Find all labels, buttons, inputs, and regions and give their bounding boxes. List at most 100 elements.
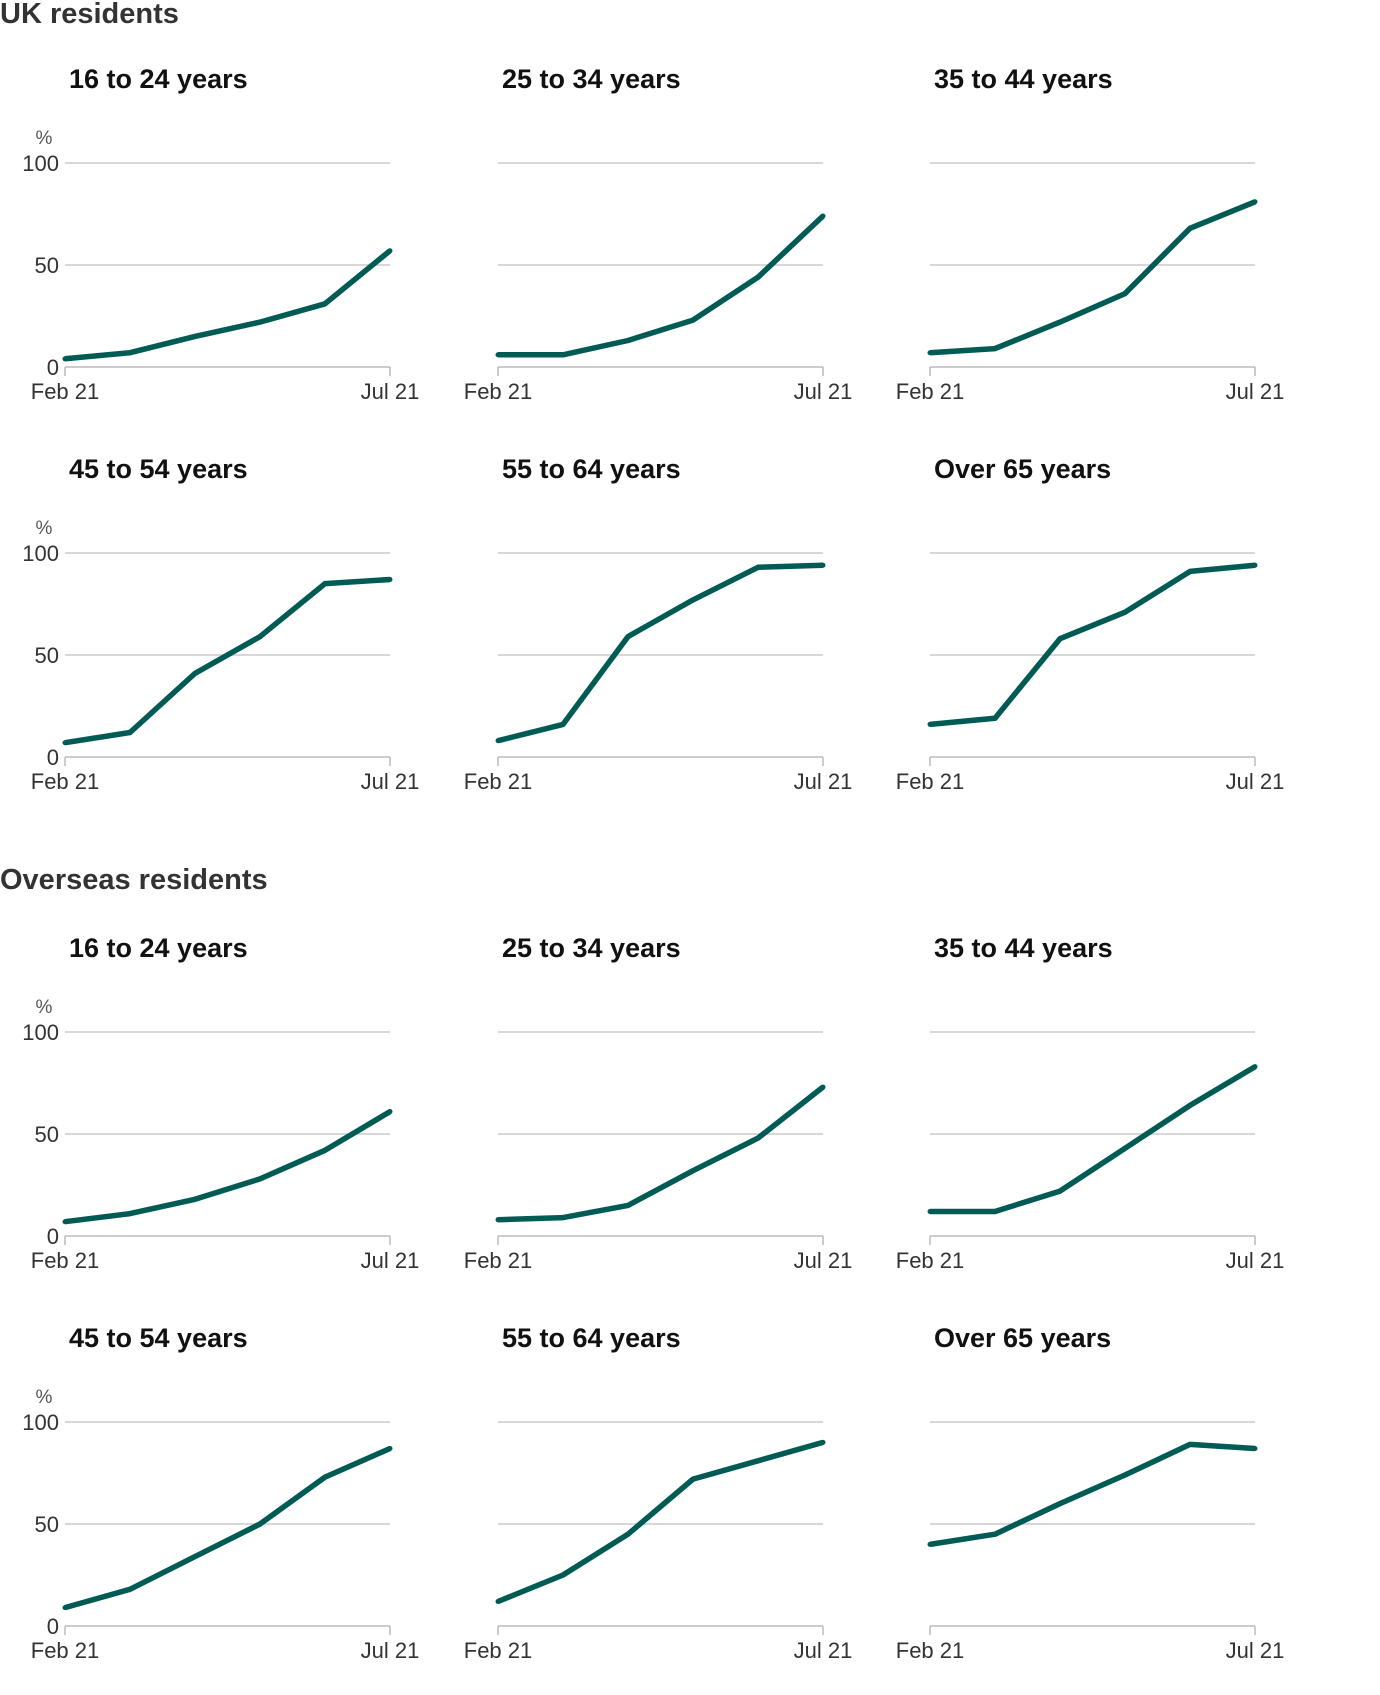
y-tick-label: 0 — [47, 355, 59, 380]
line-chart: 0 50 100% Feb 21 Jul 21 — [22, 128, 420, 404]
series-line — [498, 213, 825, 358]
data-point — [690, 1168, 696, 1174]
y-tick-label: 50 — [35, 253, 59, 278]
data-point — [192, 333, 198, 339]
data-point — [690, 1476, 696, 1482]
x-tick-label-end: Jul 21 — [794, 769, 853, 794]
chart-panel: 25 to 34 years Feb 21 Jul 21 — [433, 46, 865, 436]
data-point — [992, 346, 998, 352]
data-point — [927, 1209, 933, 1215]
data-point — [820, 1084, 826, 1090]
data-point — [625, 1531, 631, 1537]
chart-panel: 35 to 44 years Feb 21 Jul 21 — [865, 915, 1297, 1305]
data-point — [625, 1202, 631, 1208]
x-tick-label-start: Feb 21 — [31, 1248, 100, 1273]
x-tick-label-end: Jul 21 — [361, 1638, 420, 1663]
data-point — [992, 1531, 998, 1537]
line-chart: Feb 21 Jul 21 — [896, 162, 1284, 404]
x-tick-label-start: Feb 21 — [896, 379, 965, 404]
x-tick-label-end: Jul 21 — [794, 1248, 853, 1273]
y-tick-label: 50 — [35, 643, 59, 668]
data-point — [257, 319, 263, 325]
line-chart: Feb 21 Jul 21 — [896, 1421, 1284, 1663]
line-chart: Feb 21 Jul 21 — [464, 1031, 853, 1273]
y-tick-label: 50 — [35, 1122, 59, 1147]
x-tick-label-end: Jul 21 — [361, 379, 420, 404]
data-point — [322, 581, 328, 587]
series-line — [496, 1439, 824, 1605]
data-point — [560, 1572, 566, 1578]
chart-panel: Over 65 years Feb 21 Jul 21 — [865, 436, 1297, 826]
x-tick-label-start: Feb 21 — [464, 1248, 533, 1273]
data-point — [127, 350, 133, 356]
data-point — [257, 1521, 263, 1527]
data-point — [1252, 199, 1258, 205]
data-point — [1057, 1501, 1063, 1507]
data-point — [127, 1586, 133, 1592]
y-tick-label: 0 — [47, 745, 59, 770]
x-tick-label-end: Jul 21 — [1226, 1248, 1285, 1273]
data-point — [560, 1215, 566, 1221]
data-point — [495, 1599, 501, 1605]
panel-title: Over 65 years — [934, 1323, 1112, 1353]
section-title-overseas: Overseas residents — [0, 864, 268, 896]
data-point — [62, 1219, 68, 1225]
data-point — [992, 1209, 998, 1215]
chart-panel: Over 65 years Feb 21 Jul 21 — [865, 1305, 1297, 1695]
data-point — [927, 721, 933, 727]
x-tick-label-end: Jul 21 — [1226, 769, 1285, 794]
x-tick-label-start: Feb 21 — [896, 769, 965, 794]
data-point — [387, 1446, 393, 1452]
data-point — [322, 301, 328, 307]
data-point — [62, 356, 68, 362]
data-point — [1057, 1188, 1063, 1194]
line-chart: 0 50 100% Feb 21 Jul 21 — [22, 1387, 420, 1663]
chart-panel: 45 to 54 years 0 50 100% Feb 21 Jul 21 — [0, 1305, 432, 1695]
data-point — [62, 740, 68, 746]
data-point — [1122, 609, 1128, 615]
data-point — [820, 562, 826, 568]
series-line — [497, 562, 824, 744]
data-point — [62, 1605, 68, 1611]
y-tick-label: 0 — [47, 1614, 59, 1639]
data-point — [1122, 1145, 1128, 1151]
data-point — [690, 597, 696, 603]
panel-title: Over 65 years — [934, 454, 1112, 484]
line-chart: Feb 21 Jul 21 — [464, 162, 852, 404]
chart-panel: 45 to 54 years 0 50 100% Feb 21 Jul 21 — [0, 436, 432, 826]
line-chart: 0 50 100% Feb 21 Jul 21 — [22, 518, 419, 794]
x-tick-label-start: Feb 21 — [31, 379, 100, 404]
y-unit-label: % — [36, 1387, 53, 1408]
panel-title: 55 to 64 years — [502, 1323, 681, 1353]
y-tick-label: 100 — [22, 1410, 59, 1435]
y-tick-label: 100 — [22, 151, 59, 176]
data-point — [127, 730, 133, 736]
data-point — [387, 577, 393, 583]
y-tick-label: 50 — [35, 1512, 59, 1537]
series-line — [929, 1441, 1256, 1548]
data-point — [495, 738, 501, 744]
data-point — [1122, 1472, 1128, 1478]
series-line — [64, 1445, 392, 1611]
series-line — [64, 248, 392, 362]
data-point — [257, 634, 263, 640]
data-point — [1252, 562, 1258, 568]
data-point — [755, 1458, 761, 1464]
data-point — [755, 274, 761, 280]
line-chart: 0 50 100% Feb 21 Jul 21 — [22, 997, 419, 1273]
x-tick-label-start: Feb 21 — [464, 379, 533, 404]
data-point — [1252, 1446, 1258, 1452]
x-tick-label-start: Feb 21 — [31, 1638, 100, 1663]
data-point — [560, 721, 566, 727]
panel-title: 16 to 24 years — [69, 64, 248, 94]
line-chart: Feb 21 Jul 21 — [464, 552, 853, 794]
data-point — [192, 670, 198, 676]
y-unit-label: % — [36, 997, 53, 1018]
line-chart: Feb 21 Jul 21 — [896, 552, 1285, 794]
data-point — [755, 564, 761, 570]
data-point — [820, 213, 826, 219]
data-point — [820, 1439, 826, 1445]
series-line — [929, 199, 1257, 356]
data-point — [127, 1211, 133, 1217]
